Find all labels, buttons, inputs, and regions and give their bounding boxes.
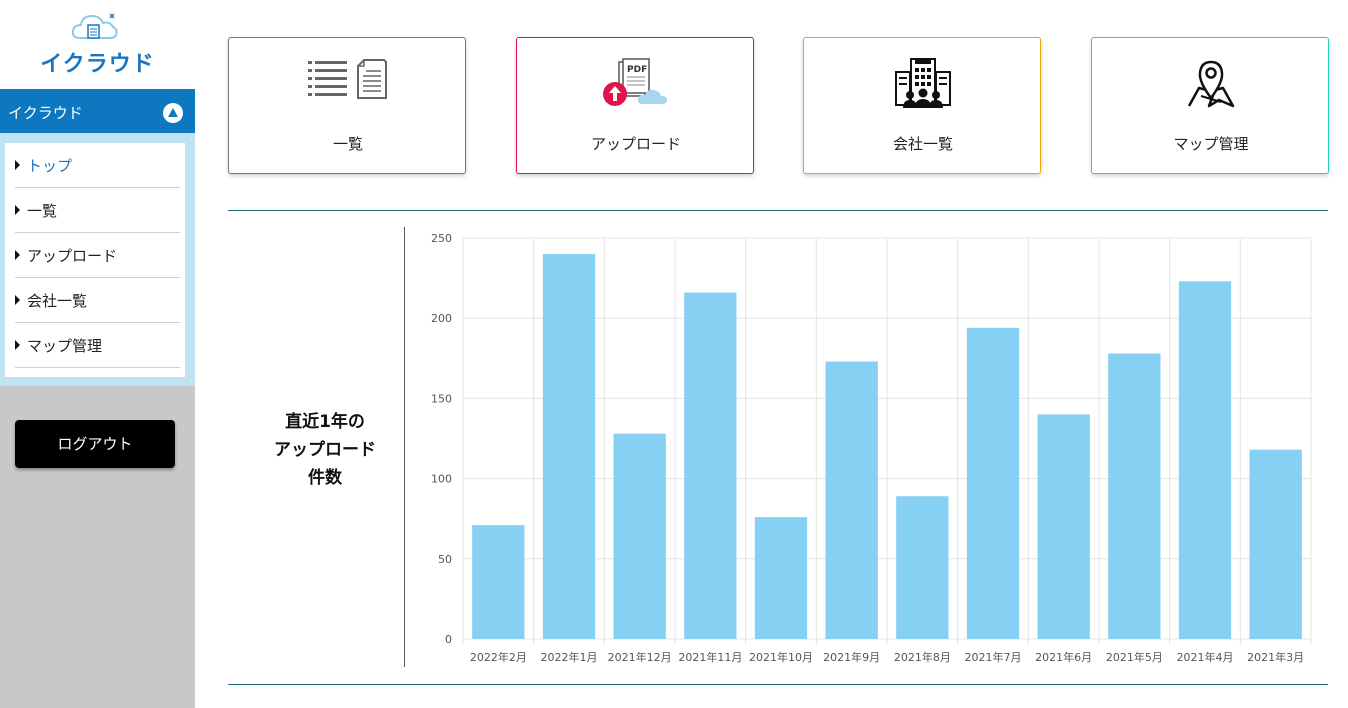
bar	[896, 496, 949, 639]
chart-title-line: 件数	[308, 468, 342, 488]
sidebar-item-list[interactable]: 一覧	[15, 188, 180, 233]
caret-right-icon	[15, 160, 20, 170]
list-document-icon	[308, 59, 387, 99]
x-tick-label: 2021年5月	[1106, 650, 1163, 664]
card-label: 会社一覧	[892, 135, 953, 153]
bar	[1249, 449, 1302, 639]
chart-title: 直近1年の アップロード 件数	[250, 408, 400, 492]
bar	[613, 433, 666, 639]
caret-right-icon	[15, 340, 20, 350]
card-label: マップ管理	[1173, 135, 1249, 153]
bar	[966, 327, 1020, 639]
pdf-upload-icon: PDF	[603, 58, 667, 106]
chart-divider	[404, 227, 405, 667]
card-companies[interactable]: 会社一覧	[803, 37, 1041, 174]
caret-right-icon	[15, 205, 20, 215]
sidebar-item-label: 会社一覧	[27, 292, 88, 310]
logo-text: イクラウド	[40, 52, 155, 77]
divider	[228, 210, 1328, 211]
y-tick-label: 250	[431, 232, 452, 245]
map-pin-icon	[1187, 60, 1235, 108]
nav-list: トップ 一覧 アップロード 会社一覧 マップ管理	[5, 143, 185, 377]
y-tick-label: 0	[445, 633, 452, 646]
sidebar-item-label: トップ	[27, 157, 73, 175]
sidebar-item-top[interactable]: トップ	[15, 143, 180, 188]
card-label: アップロード	[590, 135, 681, 153]
nav-section-header[interactable]: イクラウド	[0, 89, 195, 133]
upload-bar-chart: 0 50 100 150 200 250 2022年2月 2022年1月 2021年12月 202…	[431, 232, 1312, 664]
sidebar: イクラウド イクラウド トップ 一覧 アップロード 会社一覧	[0, 0, 195, 708]
y-tick-label: 200	[431, 312, 452, 325]
x-tick-label: 2021年6月	[1035, 650, 1092, 664]
bar	[754, 517, 808, 639]
x-tick-label: 2022年1月	[541, 650, 598, 664]
x-tick-label: 2021年4月	[1177, 650, 1234, 664]
chart-title-line: アップロード	[274, 440, 376, 460]
bar	[825, 361, 878, 639]
sidebar-item-label: マップ管理	[27, 337, 103, 355]
sidebar-item-companies[interactable]: 会社一覧	[15, 278, 180, 323]
x-tick-label: 2021年12月	[608, 650, 672, 664]
bar	[472, 525, 525, 639]
bar	[1108, 353, 1161, 639]
caret-right-icon	[15, 250, 20, 260]
sidebar-item-label: アップロード	[27, 247, 118, 265]
triangle-up-icon	[168, 108, 178, 117]
x-tick-label: 2021年10月	[749, 650, 813, 664]
caret-right-icon	[15, 295, 20, 305]
card-label: 一覧	[332, 135, 363, 153]
chart-title-line: 直近1年の	[285, 412, 365, 432]
nav-section-title: イクラウド	[8, 104, 83, 122]
divider	[228, 684, 1328, 685]
nav-panel: トップ 一覧 アップロード 会社一覧 マップ管理	[0, 133, 195, 386]
card-list[interactable]: 一覧	[228, 37, 466, 174]
company-building-icon	[895, 58, 951, 108]
x-tick-label: 2021年9月	[823, 650, 880, 664]
sidebar-item-upload[interactable]: アップロード	[15, 233, 180, 278]
x-tick-label: 2021年7月	[965, 650, 1022, 664]
x-tick-label: 2021年3月	[1247, 650, 1304, 664]
bar	[1037, 414, 1090, 639]
card-map[interactable]: マップ管理	[1091, 37, 1329, 174]
y-tick-label: 50	[438, 553, 452, 566]
card-upload[interactable]: PDF アップロード	[516, 37, 754, 174]
logout-button[interactable]: ログアウト	[15, 420, 175, 468]
collapse-toggle-button[interactable]	[163, 103, 183, 123]
bar	[1178, 281, 1232, 639]
svg-text:PDF: PDF	[627, 65, 647, 75]
sidebar-item-map[interactable]: マップ管理	[15, 323, 180, 368]
sidebar-item-label: 一覧	[27, 202, 58, 220]
bar	[542, 254, 596, 639]
x-tick-label: 2021年8月	[894, 650, 951, 664]
x-tick-label: 2021年11月	[678, 650, 742, 664]
bar	[684, 292, 737, 639]
y-tick-label: 150	[431, 392, 452, 405]
cloud-document-icon	[71, 13, 118, 39]
logo[interactable]: イクラウド	[0, 0, 195, 89]
y-tick-label: 100	[431, 473, 452, 486]
x-tick-label: 2022年2月	[470, 650, 527, 664]
